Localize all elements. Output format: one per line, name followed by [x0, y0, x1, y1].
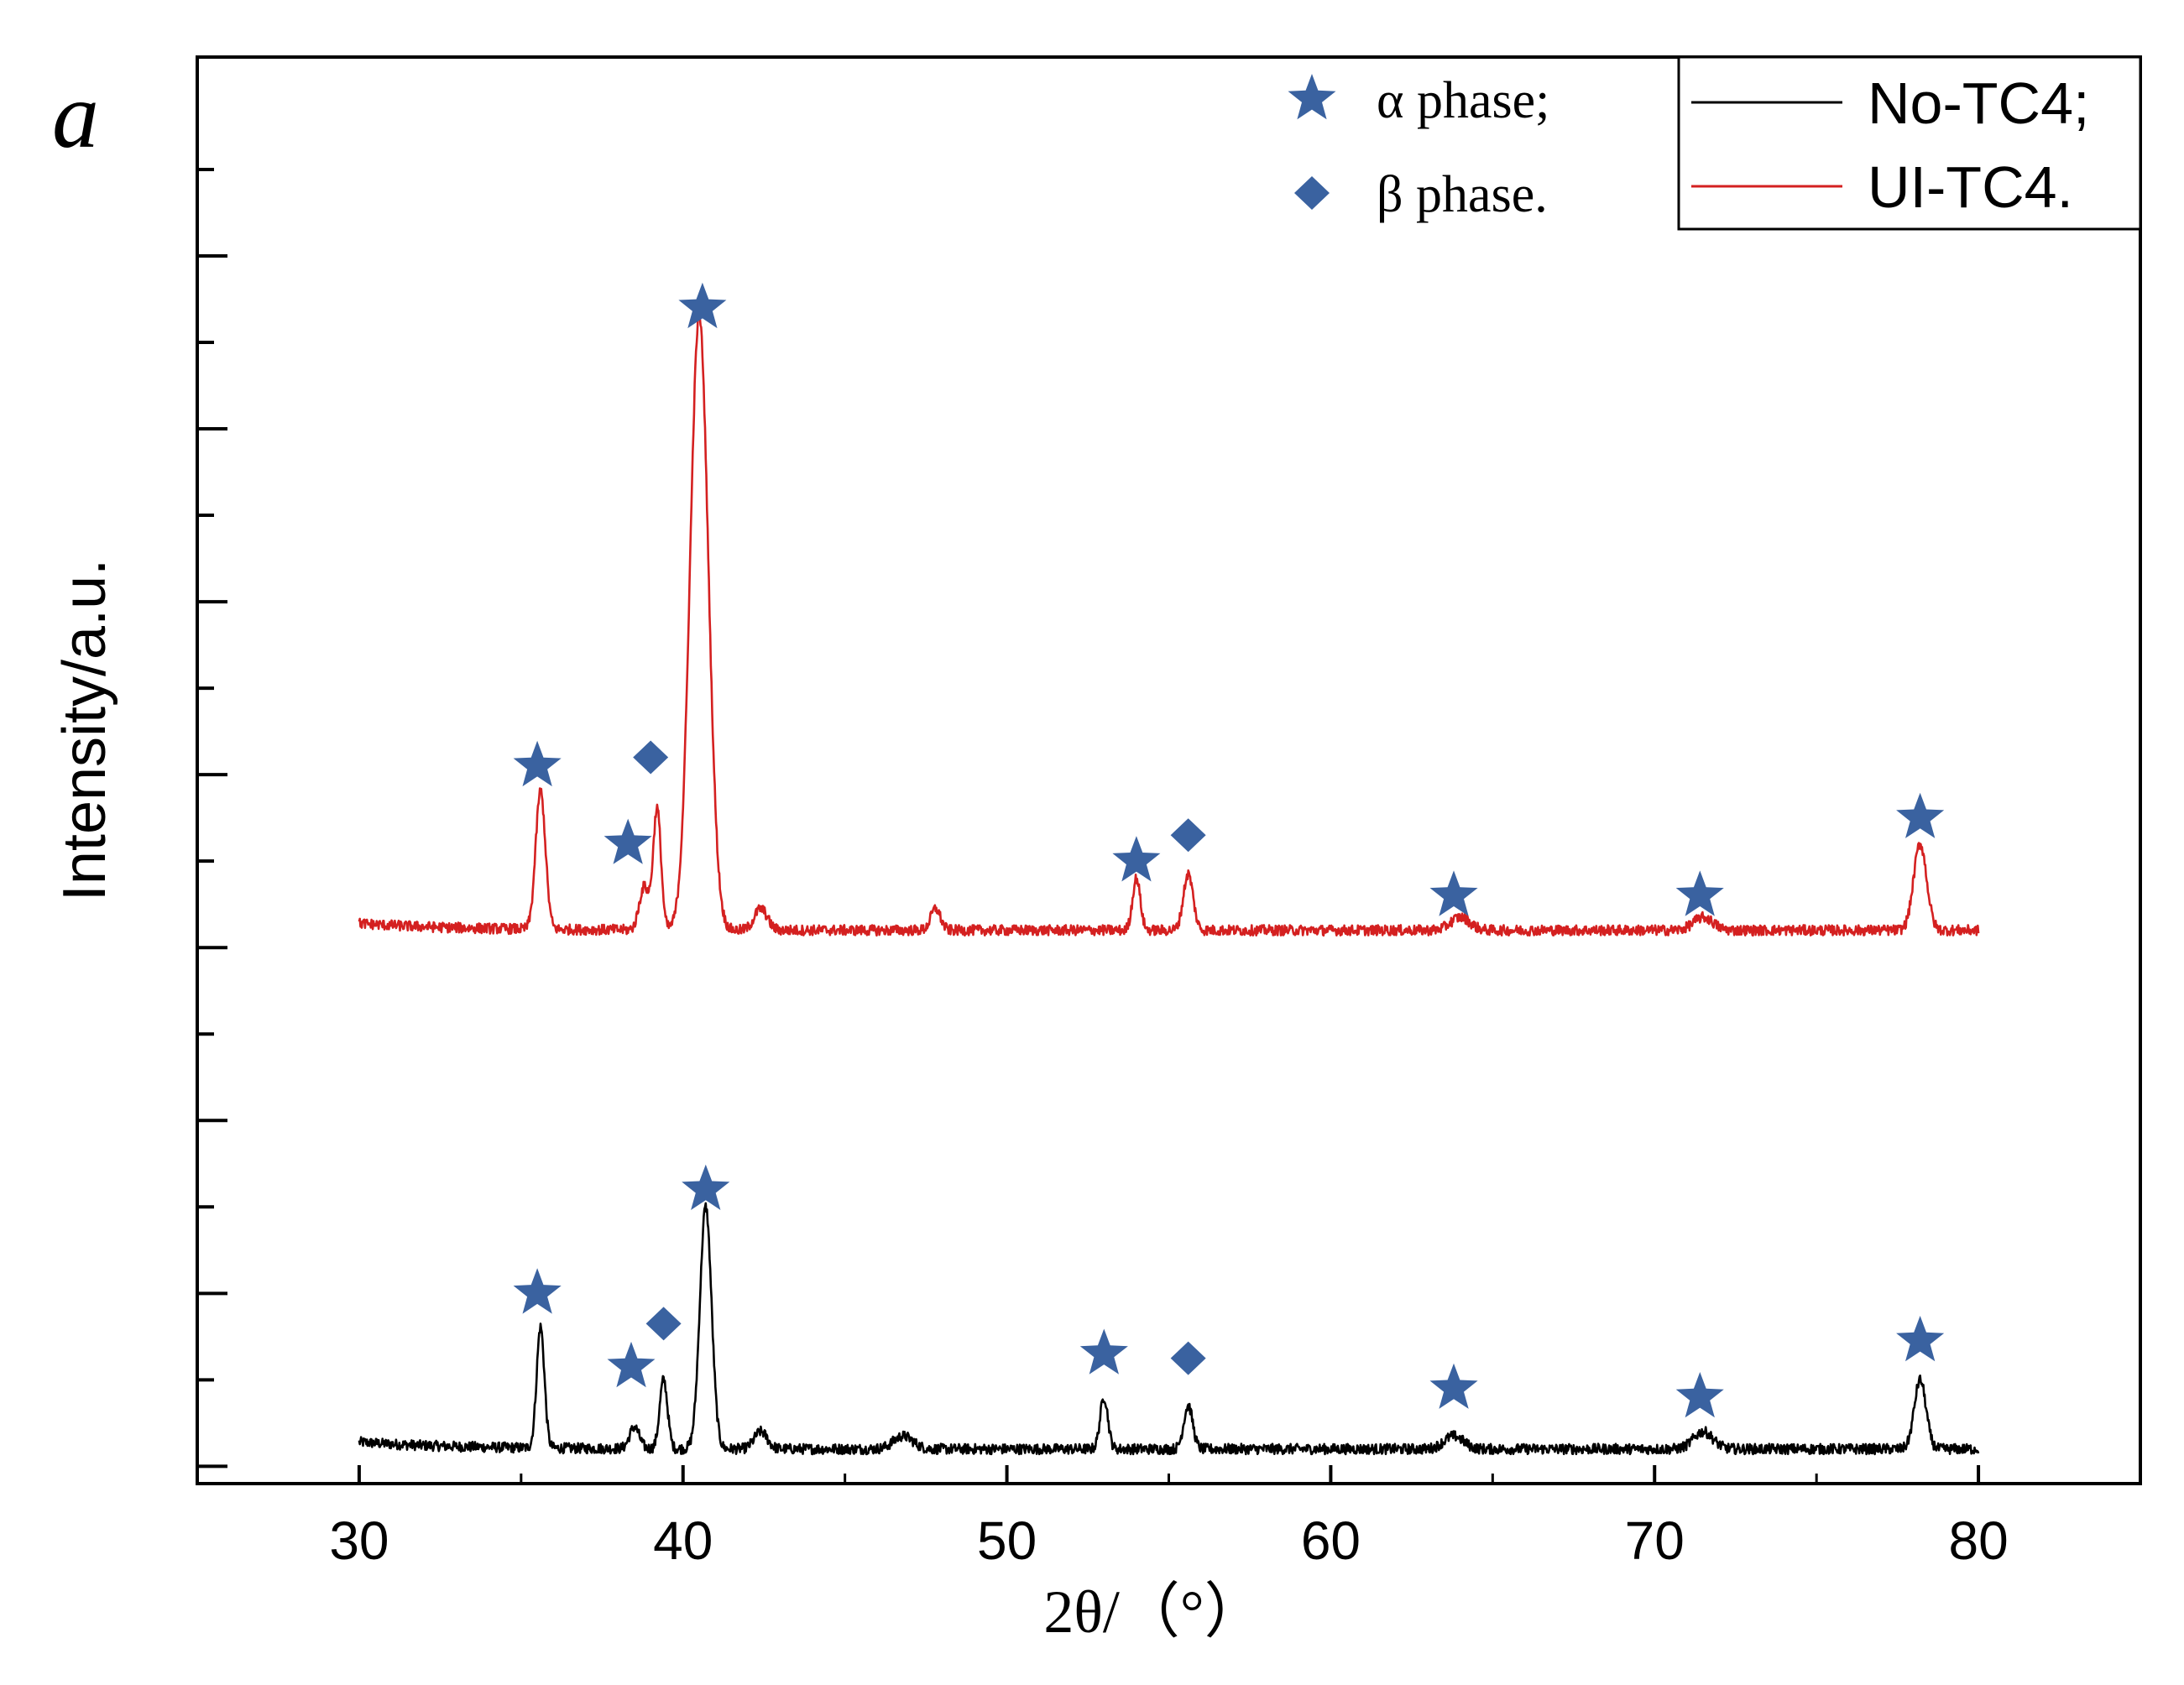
plot-frame	[196, 55, 2142, 1485]
x-tick-label: 60	[1301, 1510, 1361, 1571]
x-axis-label: 2θ/（°）	[1043, 1578, 1264, 1646]
alpha-phase-star-marker	[1079, 1328, 1128, 1375]
alpha-phase-star-marker	[603, 818, 652, 864]
beta-phase-diamond-marker	[1170, 818, 1206, 853]
y-axis-label: Intensity/a.u.	[51, 559, 118, 901]
x-tick-label: 50	[977, 1510, 1037, 1571]
alpha-phase-star-marker	[1429, 1363, 1478, 1409]
alpha-phase-star-marker	[1429, 870, 1478, 916]
x-axis-ticks: 30 40 50 60 70 80	[329, 1465, 2009, 1571]
x-tick-label: 70	[1625, 1510, 1685, 1571]
alpha-phase-star-marker	[1675, 1372, 1724, 1418]
x-tick-label: 30	[329, 1510, 389, 1571]
series-line-notc4	[358, 1202, 1980, 1456]
series-legend-box	[1677, 55, 2142, 231]
beta-phase-diamond-marker	[645, 1307, 682, 1341]
phase-legend-label: β phase.	[1377, 166, 1548, 223]
alpha-phase-star-marker	[1896, 1316, 1945, 1362]
y-axis-ticks	[197, 167, 227, 1469]
legend-star-icon	[1288, 74, 1336, 120]
x-tick-label: 40	[653, 1510, 713, 1571]
phase-legend: α phase; β phase.	[1288, 72, 1549, 223]
x-tick-label: 80	[1948, 1510, 2008, 1571]
alpha-phase-star-marker	[607, 1341, 656, 1388]
alpha-phase-star-marker	[682, 1164, 730, 1210]
series-line-uitc4	[358, 313, 1980, 937]
alpha-phase-star-marker	[513, 740, 562, 787]
phase-legend-label: α phase;	[1377, 72, 1549, 129]
legend-diamond-icon	[1294, 176, 1330, 210]
beta-phase-diamond-marker	[1170, 1341, 1206, 1375]
series-group	[358, 313, 1980, 1456]
phase-markers	[513, 282, 1945, 1418]
beta-phase-diamond-marker	[633, 740, 669, 775]
panel-label: a	[52, 64, 99, 168]
series-legend-label: UI-TC4.	[1868, 154, 2073, 220]
series-legend-label: No-TC4;	[1868, 70, 2089, 136]
alpha-phase-star-marker	[1112, 836, 1161, 882]
alpha-phase-star-marker	[1675, 870, 1724, 916]
alpha-phase-star-marker	[513, 1268, 562, 1314]
alpha-phase-star-marker	[1896, 792, 1945, 838]
alpha-phase-star-marker	[678, 282, 727, 329]
series-legend: No-TC4; UI-TC4.	[1677, 55, 2142, 231]
